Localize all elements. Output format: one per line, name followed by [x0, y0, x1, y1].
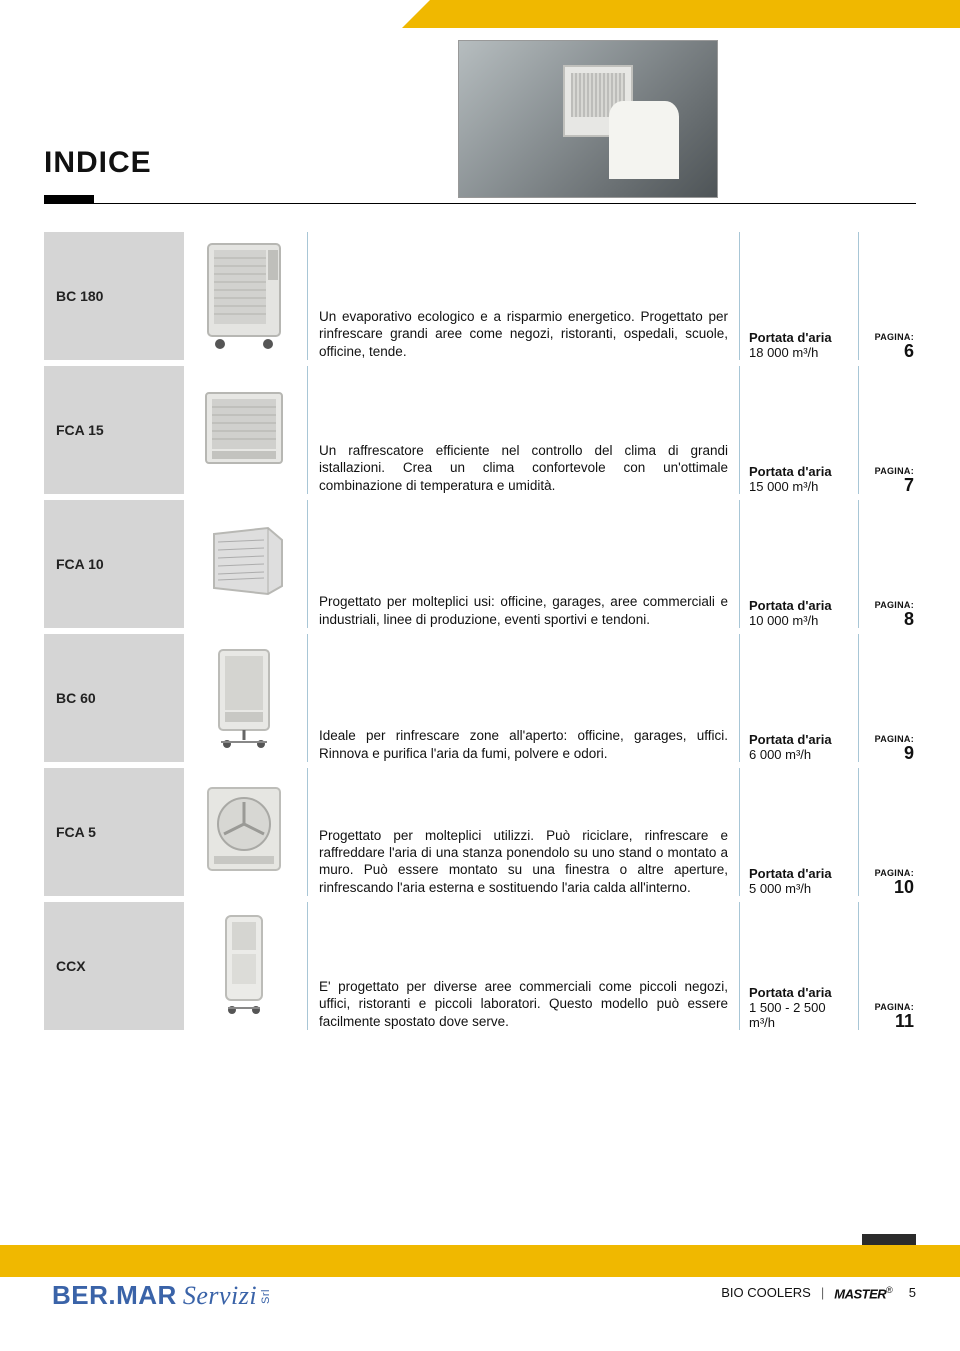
footer: BER.MAR Servizi Srl BIO COOLERS | MASTER… [0, 1211, 960, 1351]
divider [739, 768, 740, 896]
page-number: 11 [895, 1012, 914, 1030]
model-name: FCA 5 [44, 768, 184, 896]
spec-value: 6 000 m³/h [749, 747, 851, 762]
spec-value: 5 000 m³/h [749, 881, 851, 896]
product-thumb [184, 366, 304, 494]
hero-person [609, 101, 679, 179]
registered-icon: ® [886, 1285, 893, 1295]
product-spec: Portata d'aria 15 000 m³/h [743, 366, 855, 494]
divider [739, 902, 740, 1030]
product-spec: Portata d'aria 6 000 m³/h [743, 634, 855, 762]
divider [307, 500, 308, 628]
model-name: CCX [44, 902, 184, 1030]
spec-label: Portata d'aria [749, 330, 851, 345]
spec-label: Portata d'aria [749, 464, 851, 479]
divider [858, 232, 859, 360]
product-description: E' progettato per diverse aree commercia… [311, 902, 736, 1030]
footer-right: BIO COOLERS | MASTER® 5 [721, 1285, 916, 1301]
page-ref: PAGINA: 10 [862, 768, 916, 896]
footer-brand: MASTER [834, 1286, 886, 1301]
spec-value: 1 500 - 2 500 m³/h [749, 1000, 851, 1030]
page-number: 7 [904, 476, 914, 494]
model-name: BC 180 [44, 232, 184, 360]
footer-category: BIO COOLERS [721, 1285, 811, 1300]
product-description: Progettato per molteplici utilizzi. Può … [311, 768, 736, 896]
logo-sub: Servizi [183, 1281, 257, 1311]
divider [858, 634, 859, 762]
footer-corner-block [862, 1234, 916, 1245]
spec-label: Portata d'aria [749, 985, 851, 1000]
product-description: Progettato per molteplici usi: officine,… [311, 500, 736, 628]
product-thumb [184, 902, 304, 1030]
index-row: FCA 10 Progettato per molteplici usi: of… [44, 500, 916, 628]
product-spec: Portata d'aria 10 000 m³/h [743, 500, 855, 628]
divider [307, 768, 308, 896]
divider [307, 232, 308, 360]
product-spec: Portata d'aria 1 500 - 2 500 m³/h [743, 902, 855, 1030]
logo-suffix: Srl [260, 1289, 272, 1304]
page-number: 9 [904, 744, 914, 762]
footer-page-number: 5 [909, 1285, 916, 1300]
divider [739, 366, 740, 494]
company-logo: BER.MAR Servizi Srl [52, 1280, 272, 1311]
spec-value: 15 000 m³/h [749, 479, 851, 494]
title-underline [44, 203, 916, 204]
divider [739, 232, 740, 360]
divider [307, 366, 308, 494]
product-thumb [184, 232, 304, 360]
divider [307, 634, 308, 762]
page-number: 8 [904, 610, 914, 628]
index-row: FCA 15 Un raffrescatore efficiente nel c… [44, 366, 916, 494]
spec-value: 18 000 m³/h [749, 345, 851, 360]
spec-label: Portata d'aria [749, 732, 851, 747]
product-index: BC 180 Un evaporativo ecologico e a risp… [44, 232, 916, 1036]
product-thumb [184, 500, 304, 628]
product-description: Un raffrescatore efficiente nel controll… [311, 366, 736, 494]
top-accent-tab [430, 0, 960, 28]
page-ref: PAGINA: 11 [862, 902, 916, 1030]
hero-photo [458, 40, 718, 198]
page-ref: PAGINA: 8 [862, 500, 916, 628]
page-number: 10 [894, 878, 914, 896]
page-ref: PAGINA: 7 [862, 366, 916, 494]
footer-accent-band [0, 1245, 960, 1277]
index-row: BC 180 Un evaporativo ecologico e a risp… [44, 232, 916, 360]
model-name: FCA 15 [44, 366, 184, 494]
page-number: 6 [904, 342, 914, 360]
index-row: CCX E' progettato per diverse aree comme… [44, 902, 916, 1030]
divider [858, 768, 859, 896]
divider [858, 366, 859, 494]
logo-main: BER.MAR [52, 1280, 177, 1311]
divider [739, 634, 740, 762]
divider [739, 500, 740, 628]
title-underline-block [44, 195, 94, 204]
page-ref: PAGINA: 9 [862, 634, 916, 762]
divider [858, 500, 859, 628]
model-name: BC 60 [44, 634, 184, 762]
product-thumb [184, 634, 304, 762]
model-name: FCA 10 [44, 500, 184, 628]
footer-separator: | [821, 1285, 824, 1300]
product-description: Un evaporativo ecologico e a risparmio e… [311, 232, 736, 360]
page-ref: PAGINA: 6 [862, 232, 916, 360]
page-title: INDICE [44, 146, 152, 180]
spec-label: Portata d'aria [749, 866, 851, 881]
spec-value: 10 000 m³/h [749, 613, 851, 628]
product-spec: Portata d'aria 5 000 m³/h [743, 768, 855, 896]
header: INDICE [44, 40, 916, 200]
spec-label: Portata d'aria [749, 598, 851, 613]
index-row: BC 60 Ideale per rinfrescare zone all'ap… [44, 634, 916, 762]
index-row: FCA 5 Progettato per molteplici utilizzi… [44, 768, 916, 896]
product-spec: Portata d'aria 18 000 m³/h [743, 232, 855, 360]
divider [307, 902, 308, 1030]
divider [858, 902, 859, 1030]
product-thumb [184, 768, 304, 896]
product-description: Ideale per rinfrescare zone all'aperto: … [311, 634, 736, 762]
